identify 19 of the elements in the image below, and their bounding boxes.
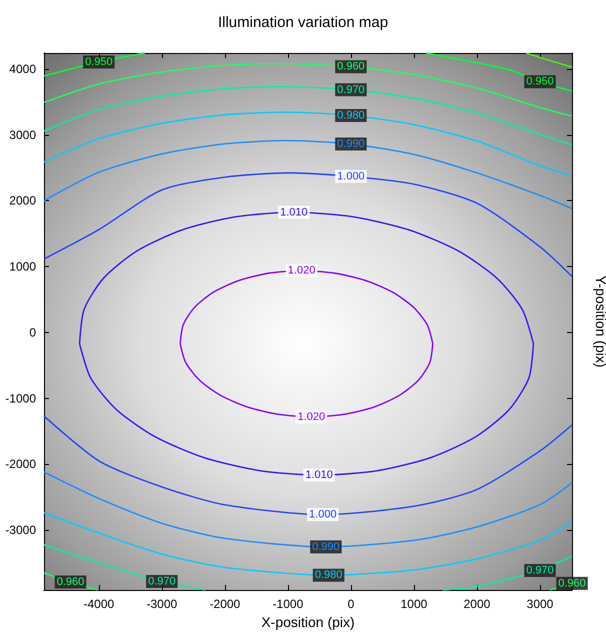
x-tick-label: 0	[348, 597, 355, 611]
y-tick-label: 3000	[9, 128, 36, 142]
x-tick-label: -4000	[83, 597, 114, 611]
x-axis-title: X-position (pix)	[261, 614, 355, 630]
y-tick-label: -2000	[5, 457, 36, 472]
y-tick-label: 1000	[9, 260, 36, 274]
y-tick-label: 2000	[9, 194, 36, 208]
x-tick-label: 3000	[526, 597, 554, 611]
chart-title: Illumination variation map	[218, 14, 388, 31]
x-tick-label: 2000	[464, 597, 491, 611]
x-tick-label: -3000	[146, 597, 178, 611]
y-tick-label: 4000	[9, 62, 36, 76]
x-tick-label: -2000	[210, 597, 241, 611]
y-axis-title: Y-position (pix)	[593, 275, 606, 368]
y-tick-label: -1000	[5, 391, 36, 406]
y-tick-label: 0	[29, 325, 36, 340]
x-tick-label: 1000	[400, 597, 428, 611]
x-tick-label: -1000	[272, 597, 304, 611]
y-tick-label: -3000	[5, 522, 36, 537]
